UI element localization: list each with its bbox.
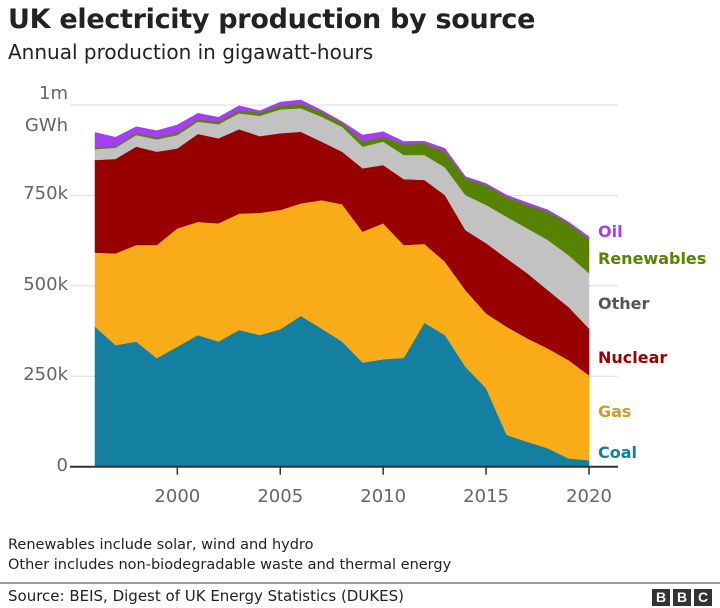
bbc-logo-letter: C [694, 589, 712, 606]
note-other: Other includes non-biodegradable waste a… [8, 557, 452, 573]
legend-label-coal: Coal [598, 443, 638, 462]
y-tick-label: 500k [23, 273, 68, 295]
y-tick-label: 750k [23, 183, 68, 205]
x-tick-label: 2020 [566, 486, 612, 507]
bbc-logo: B B C [652, 589, 712, 606]
legend-label-renewables: Renewables [598, 249, 707, 268]
x-tick-label: 2010 [360, 486, 407, 507]
source-text: Source: BEIS, Digest of UK Energy Statis… [8, 587, 405, 605]
area-oil [94, 99, 590, 240]
x-tick-label: 2005 [257, 486, 304, 507]
y-tick-label: 1m [39, 83, 68, 104]
legend-label-oil: Oil [598, 222, 623, 241]
footer-divider [0, 582, 720, 584]
y-unit-label: GWh [24, 115, 68, 136]
legend-label-nuclear: Nuclear [598, 348, 668, 367]
x-tick-label: 2000 [154, 486, 201, 507]
y-tick-label: 0 [56, 454, 68, 476]
x-tick-label: 2015 [463, 486, 509, 507]
note-renewables: Renewables include solar, wind and hydro [8, 537, 314, 553]
bbc-logo-letter: B [652, 589, 670, 606]
chart-subtitle: Annual production in gigawatt-hours [8, 40, 374, 64]
legend-label-gas: Gas [598, 402, 632, 421]
bbc-logo-letter: B [673, 589, 691, 606]
y-tick-label: 250k [23, 364, 68, 386]
chart-title: UK electricity production by source [8, 4, 536, 35]
legend-label-other: Other [598, 294, 650, 313]
